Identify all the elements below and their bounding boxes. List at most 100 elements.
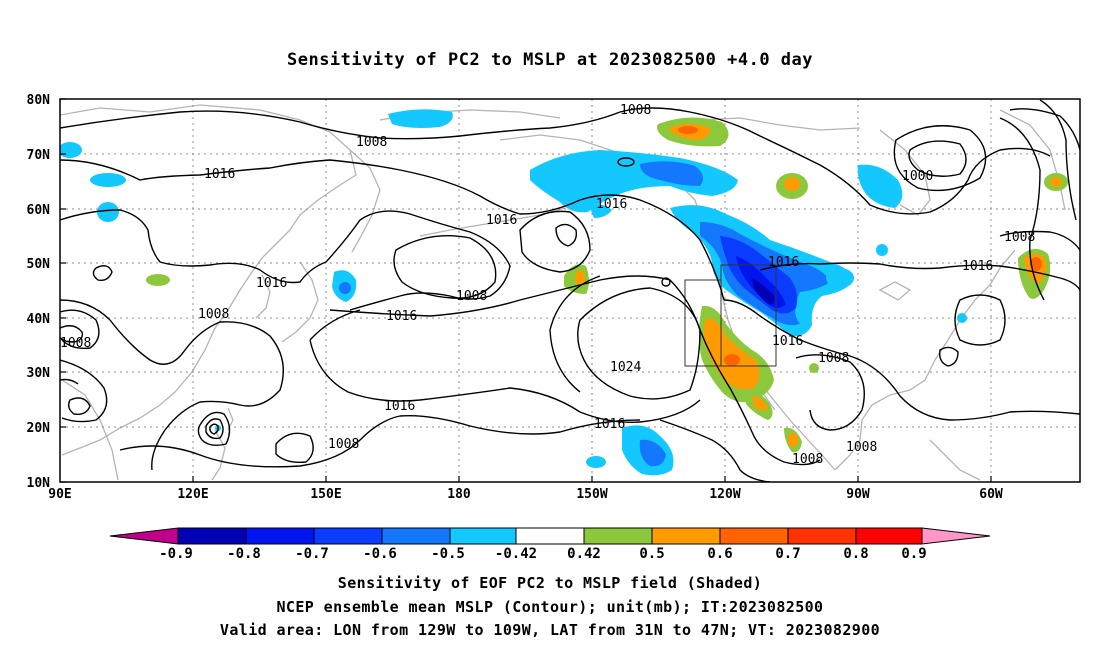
contour-label: 1008	[1004, 230, 1035, 245]
colorbar-seg-6	[583, 527, 653, 545]
lon-label-90e: 90E	[48, 487, 71, 502]
caption-valid-area: Valid area: LON from 129W to 109W, LAT f…	[219, 621, 881, 639]
contour-1008-loop-c	[92, 265, 113, 282]
colorbar-seg-0	[177, 527, 247, 545]
neg-patch-labrador	[857, 164, 903, 208]
axis-ticks	[60, 98, 992, 483]
contour-1008-pac-low	[393, 235, 497, 299]
pos-patch-arctic-canada-peak	[678, 126, 698, 134]
neg-patch-japan-core	[339, 282, 351, 294]
contour-label: 1008	[792, 452, 823, 467]
map-plot-area: 1008 1008 1000 1016 1016 1016 1008 1016 …	[60, 99, 1080, 482]
contour-1016-mex	[699, 329, 821, 466]
coast-philippines	[211, 429, 226, 481]
lat-label-80n: 80N	[27, 93, 51, 108]
contour-label: 1008	[620, 103, 651, 118]
neg-patch-core-c	[752, 278, 775, 305]
colorbar-seg-3	[381, 527, 451, 545]
contour-1016-atl-high	[954, 294, 1006, 346]
pos-patch-gulf-small	[809, 363, 819, 373]
neg-patch-atlantic	[957, 313, 967, 323]
neg-patch-alaska-mid	[640, 161, 704, 186]
colorbar	[109, 527, 991, 545]
pos-patch-hudson-bay-core	[784, 177, 800, 191]
pos-patch-east-asia	[146, 274, 170, 286]
contour-1016-nepac	[519, 210, 591, 273]
contour-1008-west	[60, 299, 284, 471]
pos-patch-nw-atlantic-peak	[1030, 257, 1042, 271]
contour-1008-west-small	[67, 397, 91, 416]
contour-label: 1008	[456, 289, 487, 304]
colorbar-label: -0.6	[363, 546, 397, 562]
contour-1008-loop-a	[60, 309, 100, 350]
contour-label: 1016	[594, 417, 625, 432]
coast-greenland	[999, 109, 1066, 211]
contour-1008-mex	[659, 419, 771, 482]
valid-area-rect-b	[720, 264, 777, 367]
contour-1016-east	[723, 299, 1080, 421]
lon-label-150e: 150E	[310, 487, 341, 502]
pos-patch-central-america-core	[788, 433, 798, 447]
contour-label: 1016	[596, 197, 627, 212]
colorbar-label: 0.5	[639, 546, 664, 562]
neg-patch-tropical-pacific-2	[639, 439, 666, 467]
coast-japan	[281, 261, 319, 343]
contour-taiwan-2	[205, 418, 224, 440]
contour-label: 1016	[772, 334, 803, 349]
colorbar-seg-8	[719, 527, 789, 545]
contour-1008-gulf	[795, 354, 865, 431]
coast-lakes	[878, 281, 912, 301]
colorbar-labels: -0.9 -0.8 -0.7 -0.6 -0.5 -0.42 0.42 0.5 …	[159, 546, 927, 562]
contour-tiny-alaska	[617, 157, 635, 167]
contour-label: 1008	[60, 336, 91, 351]
mslp-contours	[60, 99, 1080, 482]
contour-1008-west-south	[60, 359, 108, 423]
coast-florida-east	[924, 249, 1016, 381]
colorbar-seg-5	[515, 527, 585, 545]
neg-patch-hudson	[876, 244, 888, 256]
colorbar-label: -0.7	[295, 546, 329, 562]
lat-label-10n: 10N	[27, 476, 51, 491]
valid-area-box	[684, 264, 777, 367]
neg-patch-ontario	[826, 268, 854, 288]
contour-label: 1016	[386, 309, 417, 324]
coast-indochina	[61, 379, 119, 481]
contour-1008-atlantic	[999, 117, 1045, 301]
contour-1008-north	[60, 107, 1051, 215]
contour-label: 1008	[198, 307, 229, 322]
neg-patch-siberia-a	[90, 173, 126, 187]
colorbar-seg-10	[855, 527, 923, 545]
caption-shaded: Sensitivity of EOF PC2 to MSLP field (Sh…	[337, 574, 763, 592]
contour-label: 1016	[768, 255, 799, 270]
contour-1016-highloop-2	[549, 275, 601, 393]
caption-contour: NCEP ensemble mean MSLP (Contour); unit(…	[276, 598, 824, 616]
contour-label: 1000	[902, 169, 933, 184]
pos-patch-gulf-alaska-core	[575, 270, 585, 286]
contour-label: 1016	[384, 399, 415, 414]
contour-label: 1016	[256, 276, 287, 291]
pos-patch-valid-area-peak	[724, 354, 740, 366]
contour-label: 1008	[328, 437, 359, 452]
pos-patch-valid-area-core	[704, 318, 760, 390]
colorbar-label: 0.8	[843, 546, 868, 562]
lat-label-70n: 70N	[27, 148, 51, 163]
contour-1008-loop-b	[60, 325, 84, 343]
contour-taiwan-3	[209, 423, 219, 435]
colorbar-label: -0.9	[159, 546, 193, 562]
contour-label: 1016	[204, 167, 235, 182]
coast-canada-arctic	[699, 117, 861, 131]
colorbar-label: 0.7	[775, 546, 800, 562]
neg-patch-west-edge	[60, 142, 82, 158]
neg-patch-core-b	[736, 256, 786, 308]
colorbar-label: 0.9	[901, 546, 926, 562]
contour-tiny-pacific	[661, 277, 671, 287]
coast-central-america	[929, 439, 981, 481]
lat-label-40n: 40N	[27, 312, 51, 327]
plot-frame	[59, 98, 1081, 483]
map-title: Sensitivity of PC2 to MSLP at 2023082500…	[286, 50, 813, 70]
lon-label-120w: 120W	[709, 487, 740, 502]
neg-patch-siberia-b	[97, 202, 119, 222]
contour-1016-mid	[60, 209, 511, 311]
